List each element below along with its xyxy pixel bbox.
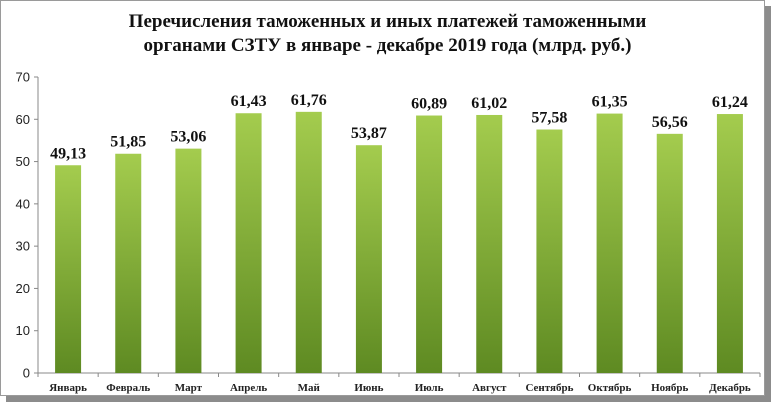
y-tick-label: 20 (16, 281, 30, 296)
bar (235, 113, 262, 373)
bars (55, 111, 743, 374)
data-labels: 49,13 51,85 53,06 61,43 61,76 53,87 60,89 61,02… (50, 92, 748, 162)
data-label: 56,56 (652, 114, 688, 131)
x-tick-label: Январь (49, 382, 87, 394)
x-tick-label: Апрель (230, 382, 267, 394)
y-tick-label: 60 (16, 112, 30, 127)
x-tick-label: Сентябрь (525, 382, 573, 394)
x-tick-label: Август (472, 382, 507, 394)
bar (476, 114, 503, 374)
data-label: 61,02 (471, 95, 507, 112)
x-tick-label: Июль (415, 382, 444, 394)
x-tick-label: Ноябрь (651, 382, 688, 394)
y-tick-label: 10 (16, 323, 30, 338)
bar (55, 165, 82, 373)
axes: 0 10 20 30 40 50 60 70 Январь Февраль Март Апрель Ма… (16, 70, 761, 394)
data-label: 61,43 (231, 93, 267, 110)
y-tick-label: 50 (16, 154, 30, 169)
bar (716, 114, 743, 373)
x-tick-label: Июнь (354, 382, 383, 394)
data-label: 57,58 (531, 110, 567, 127)
data-label: 61,76 (291, 92, 327, 109)
x-tick-label: Февраль (106, 382, 150, 394)
bar (596, 113, 623, 373)
y-tick-label: 0 (23, 366, 30, 381)
bar (175, 148, 202, 373)
x-tick-label: Май (298, 382, 321, 394)
data-label: 51,85 (110, 134, 146, 151)
chart-title-line-2: органами СЗТУ в январе - декабре 2019 го… (143, 35, 632, 56)
y-tick-label: 70 (16, 70, 30, 85)
y-tick-label: 30 (16, 239, 30, 254)
data-label: 61,35 (592, 94, 628, 111)
bar (355, 145, 382, 373)
data-label: 49,13 (50, 145, 86, 162)
bar (656, 133, 683, 373)
bar (536, 129, 563, 373)
data-label: 60,89 (411, 96, 447, 113)
data-label: 61,24 (712, 94, 748, 111)
x-tick-label: Октябрь (588, 382, 632, 394)
x-tick-label: Март (175, 382, 203, 394)
bar (416, 115, 443, 374)
x-tick-label: Декабрь (709, 382, 751, 394)
bar (115, 153, 142, 373)
y-tick-label: 40 (16, 196, 30, 211)
data-label: 53,06 (170, 129, 206, 146)
chart-title-line-1: Перечисления таможенных и иных платежей … (128, 11, 647, 32)
chart-title: Перечисления таможенных и иных платежей … (0, 10, 775, 58)
bar (295, 111, 322, 373)
data-label: 53,87 (351, 125, 387, 142)
